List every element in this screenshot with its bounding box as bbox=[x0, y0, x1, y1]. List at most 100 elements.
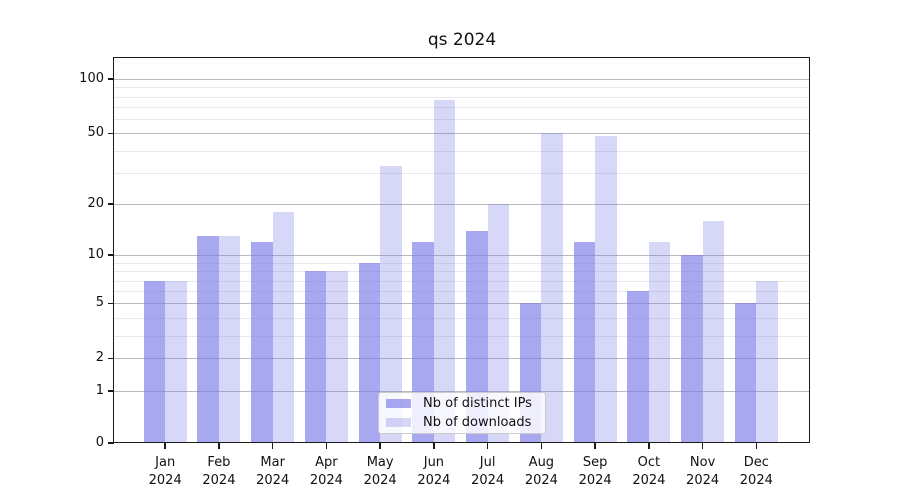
x-tick-month: Jan bbox=[155, 455, 176, 470]
gridline-major bbox=[114, 358, 810, 360]
x-tick-year: 2024 bbox=[524, 473, 558, 488]
y-tick-label: 0 bbox=[95, 435, 104, 450]
x-tick-year: 2024 bbox=[686, 473, 720, 488]
x-tick-mark bbox=[218, 443, 220, 449]
x-tick-mark bbox=[701, 443, 704, 449]
bar-nb-of-distinct-ips-dec bbox=[734, 303, 757, 443]
x-tick-label-mar: Mar 2024 bbox=[241, 454, 305, 490]
y-tick-mark bbox=[108, 78, 114, 80]
x-tick-mark bbox=[486, 443, 489, 449]
gridline-major bbox=[114, 255, 810, 257]
bar-nb-of-downloads-mar bbox=[272, 211, 295, 443]
legend-item-nb-of-downloads: Nb of downloads bbox=[379, 415, 545, 432]
x-tick-month: Jun bbox=[423, 455, 445, 470]
x-tick-month: Nov bbox=[689, 455, 716, 470]
x-tick-year: 2024 bbox=[363, 473, 397, 488]
bar-nb-of-distinct-ips-jan bbox=[143, 280, 166, 443]
x-tick-mark bbox=[325, 443, 328, 449]
x-tick-label-apr: Apr 2024 bbox=[294, 454, 358, 490]
bar-nb-of-distinct-ips-jul bbox=[466, 230, 488, 443]
x-tick-mark bbox=[755, 443, 758, 449]
gridline-minor bbox=[114, 119, 810, 121]
bar-nb-of-downloads-jan bbox=[165, 280, 187, 443]
x-tick-month: Oct bbox=[637, 455, 661, 470]
x-tick-month: May bbox=[366, 455, 394, 470]
chart-title: qs 2024 bbox=[427, 30, 497, 50]
gridline-minor bbox=[114, 172, 810, 174]
gridline-minor bbox=[114, 280, 810, 282]
y-tick-label: 10 bbox=[87, 247, 104, 263]
gridline-minor bbox=[114, 107, 810, 109]
x-tick-mark bbox=[271, 443, 274, 449]
x-tick-mark bbox=[540, 443, 543, 449]
x-tick-month: Aug bbox=[528, 455, 555, 470]
x-tick-year: 2024 bbox=[417, 473, 451, 488]
bar-nb-of-downloads-apr bbox=[326, 271, 348, 443]
x-tick-label-sep: Sep 2024 bbox=[563, 454, 627, 490]
gridline-major bbox=[114, 303, 810, 305]
x-tick-mark bbox=[433, 443, 435, 449]
y-tick-label: 2 bbox=[95, 350, 104, 366]
bar-nb-of-distinct-ips-may bbox=[358, 262, 381, 443]
legend-label: Nb of downloads bbox=[423, 415, 532, 431]
y-tick-mark bbox=[108, 302, 114, 305]
gridline-minor bbox=[114, 291, 810, 293]
bar-nb-of-downloads-jul bbox=[487, 203, 510, 443]
x-tick-year: 2024 bbox=[148, 473, 182, 488]
x-tick-year: 2024 bbox=[739, 473, 773, 488]
bar-nb-of-downloads-may bbox=[380, 165, 402, 443]
y-tick-mark bbox=[108, 389, 114, 392]
x-tick-month: Apr bbox=[315, 455, 338, 470]
x-tick-month: Feb bbox=[207, 455, 231, 470]
bar-nb-of-distinct-ips-feb bbox=[197, 236, 219, 443]
x-tick-year: 2024 bbox=[256, 473, 290, 488]
gridline-major bbox=[114, 390, 810, 392]
x-tick-label-may: May 2024 bbox=[348, 454, 412, 490]
x-tick-month: Sep bbox=[582, 455, 608, 470]
bar-nb-of-downloads-feb bbox=[218, 236, 241, 443]
x-tick-year: 2024 bbox=[632, 473, 666, 488]
x-tick-label-nov: Nov 2024 bbox=[671, 454, 735, 490]
x-tick-mark bbox=[379, 443, 381, 449]
gridline-minor bbox=[114, 271, 810, 273]
y-tick-label: 20 bbox=[87, 195, 104, 211]
gridline-minor bbox=[114, 262, 810, 264]
gridline-major bbox=[114, 79, 810, 80]
bar-nb-of-distinct-ips-apr bbox=[304, 271, 327, 443]
legend-swatch-nb-of-distinct-ips bbox=[386, 398, 411, 408]
legend-label: Nb of distinct IPs bbox=[423, 395, 532, 411]
bar-nb-of-distinct-ips-mar bbox=[251, 241, 273, 443]
x-tick-label-jan: Jan 2024 bbox=[133, 454, 197, 490]
bar-nb-of-distinct-ips-sep bbox=[573, 241, 596, 443]
bar-nb-of-downloads-dec bbox=[756, 280, 778, 443]
gridline-minor bbox=[114, 96, 810, 98]
bar-nb-of-downloads-aug bbox=[541, 133, 563, 443]
x-tick-label-oct: Oct 2024 bbox=[617, 454, 681, 490]
legend-item-nb-of-distinct-ips: Nb of distinct IPs bbox=[379, 395, 545, 412]
x-tick-year: 2024 bbox=[202, 473, 236, 488]
bar-nb-of-downloads-nov bbox=[702, 220, 725, 443]
x-tick-year: 2024 bbox=[578, 473, 612, 488]
gridline-minor bbox=[114, 150, 810, 152]
y-tick-mark bbox=[108, 254, 114, 257]
x-tick-year: 2024 bbox=[309, 473, 343, 488]
y-tick-label: 100 bbox=[79, 71, 104, 86]
x-tick-month: Jul bbox=[479, 455, 496, 470]
legend: Nb of distinct IPs Nb of downloads bbox=[378, 392, 546, 434]
y-tick-label: 1 bbox=[95, 382, 104, 398]
gridline-minor bbox=[114, 317, 810, 319]
bar-nb-of-distinct-ips-nov bbox=[681, 255, 703, 443]
x-tick-mark bbox=[164, 443, 166, 449]
gridline-minor bbox=[114, 87, 810, 89]
x-tick-label-feb: Feb 2024 bbox=[187, 454, 251, 490]
y-tick-mark bbox=[108, 442, 114, 444]
y-tick-label: 50 bbox=[87, 125, 104, 141]
gridline-major bbox=[114, 133, 810, 135]
legend-swatch-nb-of-downloads bbox=[386, 418, 411, 428]
x-tick-label-jul: Jul 2024 bbox=[456, 454, 520, 490]
x-tick-month: Dec bbox=[743, 455, 769, 470]
x-tick-mark bbox=[648, 443, 650, 449]
x-tick-label-dec: Dec 2024 bbox=[724, 454, 788, 490]
bar-nb-of-downloads-jun bbox=[433, 99, 456, 443]
